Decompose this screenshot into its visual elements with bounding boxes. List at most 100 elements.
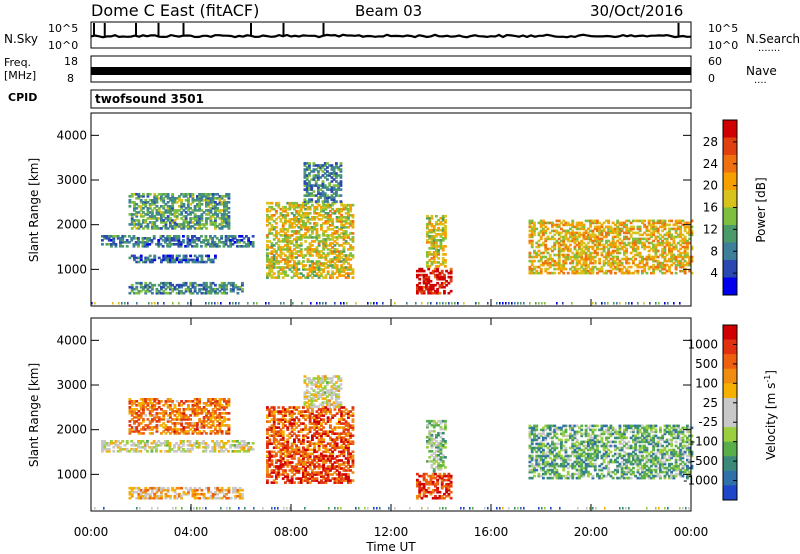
echo-cell: [373, 302, 375, 305]
echo-cell: [344, 222, 348, 225]
echo-cell: [234, 285, 238, 289]
echo-cell: [178, 205, 181, 208]
echo-cell: [632, 261, 635, 265]
echo-cell: [236, 490, 240, 494]
echo-cell: [225, 402, 229, 405]
echo-cell: [322, 209, 326, 213]
echo-cell: [241, 287, 244, 291]
echo-cell: [157, 412, 161, 415]
echo-cell: [242, 446, 246, 449]
echo-cell: [151, 258, 154, 262]
echo-cell: [601, 302, 603, 305]
echo-cell: [376, 302, 378, 305]
echo-cell: [530, 245, 534, 249]
echo-cell: [435, 251, 438, 254]
echo-cell: [151, 283, 154, 287]
echo-cell: [444, 230, 447, 234]
echo-cell: [272, 228, 276, 231]
echo-cell: [160, 195, 163, 198]
echo-cell: [426, 216, 429, 220]
echo-cell: [227, 424, 231, 427]
echo-cell: [182, 205, 186, 208]
echo-cell: [686, 261, 689, 265]
echo-cell: [539, 219, 543, 223]
echo-cell: [214, 217, 217, 220]
echo-cell: [654, 247, 658, 251]
echo-cell: [170, 239, 174, 242]
echo-cell: [184, 287, 188, 291]
echo-cell: [629, 225, 633, 229]
echo-cell: [229, 241, 233, 244]
echo-cell: [625, 261, 629, 265]
echo-cell: [679, 227, 683, 231]
echo-cell: [444, 226, 447, 230]
echo-cell: [268, 459, 272, 462]
echo-cell: [326, 455, 330, 458]
echo-cell: [144, 402, 148, 405]
echo-cell: [632, 249, 635, 253]
echo-cell: [214, 225, 217, 228]
echo-cell: [557, 253, 561, 257]
echo-cell: [335, 479, 339, 482]
echo-cell: [189, 195, 193, 198]
echo-cell: [193, 428, 197, 431]
echo-cell: [225, 201, 229, 204]
echo-cell: [295, 218, 299, 221]
echo-cell: [277, 473, 281, 476]
echo-cell: [193, 402, 197, 405]
echo-cell: [535, 265, 539, 269]
echo-cell: [290, 457, 294, 460]
echo-cell: [204, 450, 208, 453]
echo-cell: [305, 184, 309, 187]
echo-cell: [268, 414, 272, 417]
echo-cell: [284, 262, 287, 265]
echo-cell: [580, 239, 584, 243]
echo-cell: [227, 402, 231, 405]
echo-cell: [569, 223, 572, 227]
echo-cell: [146, 258, 150, 262]
echo-cell: [193, 207, 197, 210]
echo-cell: [275, 459, 278, 462]
echo-cell: [593, 237, 597, 241]
echo-cell: [636, 269, 640, 273]
echo-cell: [128, 205, 132, 208]
echo-cell: [315, 248, 319, 251]
echo-cell: [636, 253, 640, 257]
echo-cell: [659, 243, 662, 247]
echo-cell: [182, 291, 186, 295]
echo-cell: [333, 232, 337, 235]
echo-cell: [220, 215, 224, 218]
echo-cell: [182, 254, 186, 258]
echo-cell: [634, 249, 638, 253]
echo-cell: [218, 239, 221, 242]
echo-cell: [297, 276, 301, 279]
echo-cell: [200, 199, 204, 202]
echo-cell: [349, 481, 353, 484]
echo-cell: [110, 442, 113, 445]
echo-cell: [175, 215, 179, 218]
echo-cell: [326, 205, 330, 209]
echo-cell: [686, 245, 689, 249]
echo-cell: [641, 269, 644, 273]
echo-cell: [178, 258, 181, 262]
echo-cell: [330, 194, 334, 197]
freq-right-tick-top: 60: [708, 55, 722, 68]
echo-cell: [537, 245, 541, 249]
echo-cell: [535, 255, 539, 259]
echo-cell: [641, 255, 644, 259]
echo-cell: [299, 236, 303, 239]
echo-cell: [231, 243, 235, 246]
echo-cell: [308, 246, 312, 249]
echo-cell: [191, 211, 195, 214]
echo-cell: [157, 241, 161, 244]
echo-cell: [688, 227, 692, 231]
echo-cell: [647, 219, 651, 223]
echo-cell: [166, 209, 170, 212]
colorbar-swatch: [723, 225, 737, 243]
echo-cell: [162, 418, 166, 421]
echo-cell: [297, 238, 301, 241]
echo-cell: [218, 408, 222, 411]
echo-cell: [326, 226, 330, 229]
echo-cell: [155, 450, 158, 453]
echo-cell: [315, 232, 319, 235]
